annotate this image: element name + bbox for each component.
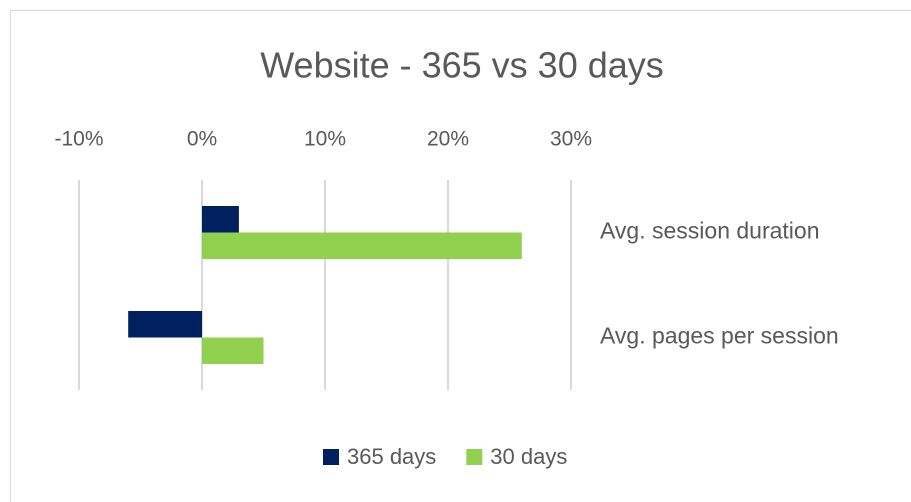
bar bbox=[202, 232, 522, 259]
category-label: Avg. session duration bbox=[600, 218, 820, 244]
legend-label: 30 days bbox=[490, 444, 567, 469]
x-tick-label: 20% bbox=[427, 128, 469, 151]
legend-swatch bbox=[466, 449, 483, 465]
legend-label: 365 days bbox=[347, 444, 436, 469]
legend-swatch bbox=[323, 449, 339, 465]
category-label: Avg. pages per session bbox=[600, 323, 839, 349]
x-tick-label: 30% bbox=[550, 128, 592, 151]
x-tick-label: -10% bbox=[54, 128, 103, 151]
bar bbox=[202, 337, 264, 364]
chart-title: Website - 365 vs 30 days bbox=[260, 45, 664, 86]
x-tick-label: 10% bbox=[304, 128, 346, 151]
bar bbox=[128, 311, 202, 338]
x-tick-label: 0% bbox=[187, 128, 217, 151]
bar bbox=[202, 206, 239, 233]
